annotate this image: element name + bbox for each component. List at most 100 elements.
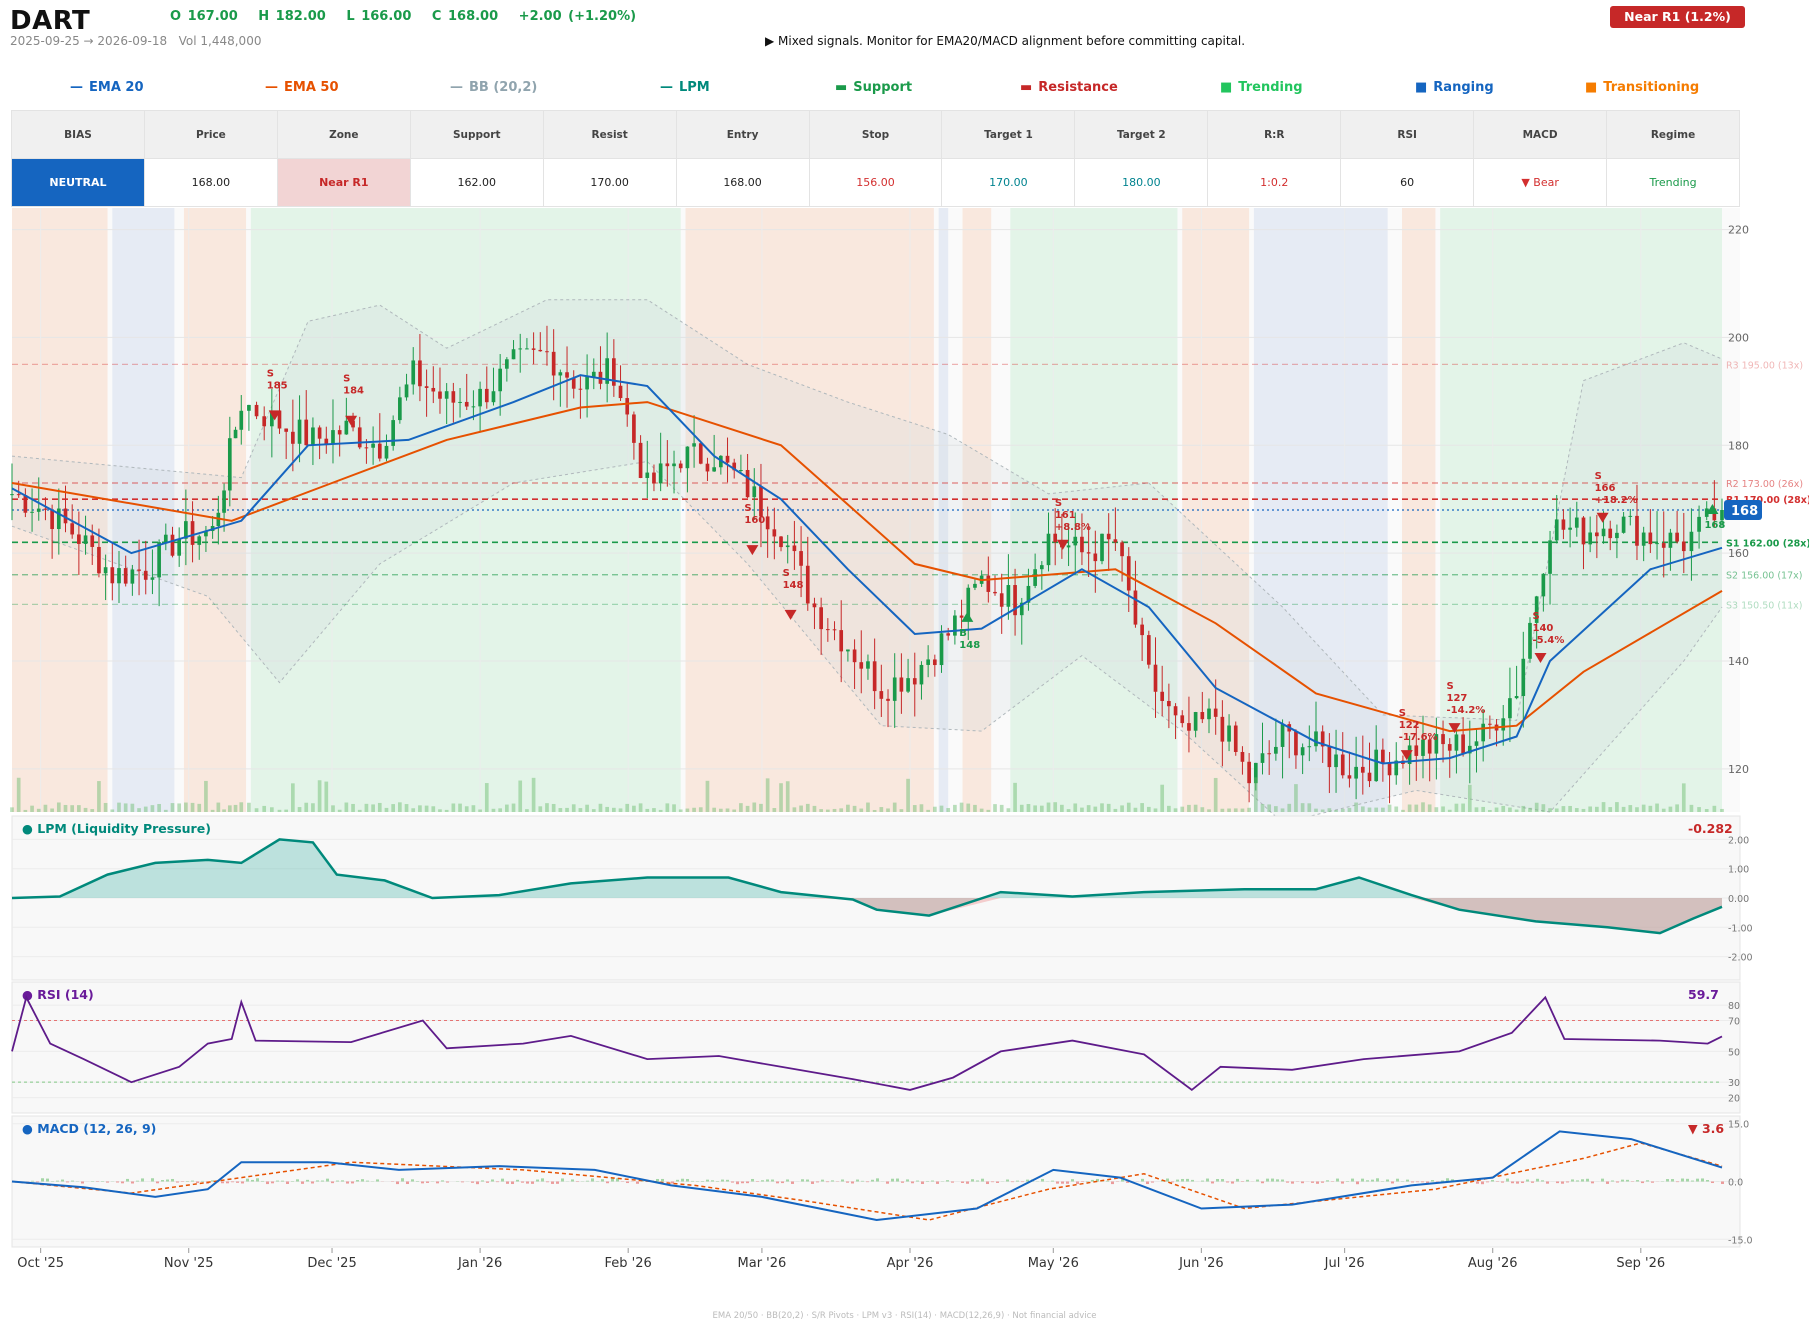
volume-bar <box>1180 806 1185 812</box>
chart-canvas[interactable]: 120 140 160 180 200 220 R3 195.00 (13x) R2 173.… <box>0 205 1809 1310</box>
volume-bar <box>959 802 964 812</box>
candle-body <box>705 463 710 472</box>
date-range: 2025-09-25 → 2026-09-18 <box>10 34 168 48</box>
price-tick-label: 200 <box>1728 331 1749 344</box>
candle-body <box>545 351 549 353</box>
macd-histogram-bar <box>711 1180 714 1182</box>
x-tick-label: Jan '26 <box>457 1256 502 1271</box>
volume-bar <box>254 808 259 812</box>
macd-histogram-bar <box>1231 1181 1234 1184</box>
candle-body <box>1514 696 1519 699</box>
macd-histogram-bar <box>1216 1178 1219 1182</box>
macd-histogram-bar <box>1276 1179 1279 1182</box>
macd-histogram-bar <box>1601 1178 1604 1182</box>
macd-histogram-bar <box>1641 1181 1644 1184</box>
volume-bar <box>565 807 569 812</box>
volume-bar <box>123 803 128 812</box>
volume-bar <box>391 804 396 812</box>
legend-item-ema-50[interactable]: — EMA 50 <box>265 80 339 95</box>
macd-histogram-bar <box>201 1180 204 1182</box>
volume-bar <box>471 805 476 812</box>
candle-body <box>337 430 342 435</box>
volume-bar <box>1401 809 1405 812</box>
macd-histogram-bar <box>306 1179 309 1182</box>
candle-body <box>1300 747 1305 756</box>
candle-body <box>1447 744 1452 751</box>
legend-item-ema-20[interactable]: — EMA 20 <box>70 80 144 95</box>
volume-bar <box>1528 807 1532 812</box>
macd-histogram-bar <box>1321 1181 1324 1183</box>
macd-histogram-bar <box>1411 1181 1414 1183</box>
legend-item-ranging[interactable]: ■ Ranging <box>1415 80 1494 95</box>
candle-body <box>364 447 369 449</box>
signal-label: +8.8% <box>1055 522 1091 533</box>
volume-bar <box>311 803 315 812</box>
candle-body <box>899 677 904 692</box>
volume-bar <box>1120 805 1124 812</box>
volume-bar <box>464 806 469 812</box>
legend-item-lpm[interactable]: — LPM <box>660 80 710 95</box>
candle-body <box>1541 573 1546 597</box>
volume-readout: Vol 1,448,000 <box>178 34 262 48</box>
summary-header-bias: BIAS <box>11 110 145 159</box>
legend-label: Trending <box>1238 80 1303 95</box>
macd-histogram-bar <box>806 1179 809 1182</box>
macd-histogram-bar <box>526 1181 529 1184</box>
macd-histogram-bar <box>871 1179 874 1182</box>
volume-bar <box>1427 804 1432 812</box>
macd-histogram-bar <box>1121 1178 1124 1182</box>
macd-histogram-bar <box>1526 1179 1529 1182</box>
volume-bar <box>632 805 636 812</box>
macd-histogram-bar <box>331 1181 334 1184</box>
macd-panel: 15.0 0.0 -15.0 ● MACD (12, 26, 9) ▼ 3.6 <box>11 1115 1753 1248</box>
candle-body <box>247 404 251 411</box>
volume-bar <box>357 809 362 812</box>
signal-label: 161 <box>1055 510 1076 521</box>
volume-bar <box>1494 807 1499 812</box>
volume-bar <box>779 783 783 812</box>
lpm-tick-label: 1.00 <box>1728 865 1749 876</box>
legend-item-trending[interactable]: ■ Trending <box>1220 80 1303 95</box>
price-tick-label: 120 <box>1728 763 1749 776</box>
legend-item-transitioning[interactable]: ■ Transitioning <box>1585 80 1699 95</box>
legend-item-bb-20-2[interactable]: — BB (20,2) <box>450 80 537 95</box>
candle-body <box>946 633 951 636</box>
macd-histogram-bar <box>256 1178 259 1182</box>
volume-bar <box>458 803 462 812</box>
macd-histogram-bar <box>1556 1181 1559 1184</box>
volume-bar <box>1187 804 1191 812</box>
macd-histogram-bar <box>346 1181 349 1184</box>
candle-body <box>1046 533 1051 566</box>
legend-swatch: — <box>265 80 278 95</box>
macd-histogram-bar <box>771 1179 774 1182</box>
macd-histogram-bar <box>326 1178 329 1182</box>
macd-histogram-bar <box>1586 1178 1589 1182</box>
volume-bar <box>1641 804 1646 812</box>
signal-label: 166 <box>1595 483 1616 494</box>
macd-histogram-bar <box>426 1181 429 1183</box>
macd-histogram-bar <box>586 1180 589 1182</box>
volume-bar <box>1508 807 1512 812</box>
volume-bar <box>1712 805 1717 812</box>
candle-body <box>1080 536 1084 553</box>
macd-histogram-bar <box>1536 1178 1539 1182</box>
volume-bar <box>1394 806 1399 812</box>
legend-item-support[interactable]: ▬ Support <box>835 80 912 95</box>
volume-bar <box>812 805 817 812</box>
candle-body <box>1307 746 1312 748</box>
volume-bar <box>1140 803 1144 812</box>
volume-bar <box>739 803 743 812</box>
macd-histogram-bar <box>1281 1179 1284 1182</box>
high-value: H 182.00 <box>258 9 326 24</box>
macd-histogram-bar <box>366 1180 369 1182</box>
candle-body <box>939 633 944 666</box>
chart-footer: EMA 20/50 · BB(20,2) · S/R Pivots · LPM … <box>712 1311 1097 1321</box>
volume-bar <box>1294 784 1298 812</box>
volume-bar <box>1280 808 1285 812</box>
macd-histogram-bar <box>1341 1181 1344 1184</box>
macd-histogram-bar <box>1506 1178 1509 1182</box>
legend-item-resistance[interactable]: ▬ Resistance <box>1020 80 1118 95</box>
candle-body <box>70 523 75 535</box>
level-label-r3: R3 195.00 (13x) <box>1726 360 1803 371</box>
volume-bar <box>1481 806 1486 812</box>
